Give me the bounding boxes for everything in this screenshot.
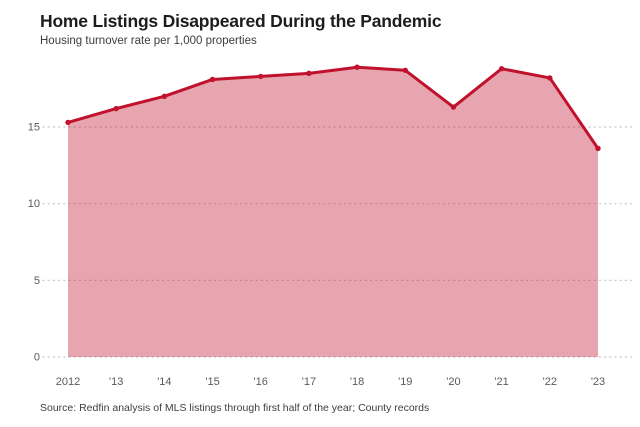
source-note: Source: Redfin analysis of MLS listings … [40,402,430,414]
y-tick-label: 5 [34,275,40,287]
x-tick-label: '19 [398,376,412,388]
y-tick-label: 15 [28,122,40,134]
chart-subtitle: Housing turnover rate per 1,000 properti… [40,35,257,47]
x-tick-label: '16 [254,376,268,388]
x-tick-label: '15 [205,376,219,388]
housing-turnover-area-chart: 0 5 10 15 2012 '13 '14 '15 '16 '17 '18 '19 '20 '21 '22… [28,64,635,388]
y-tick-label: 0 [34,352,40,364]
x-tick-label: 2012 [56,376,80,388]
data-point-17 [306,70,312,77]
x-tick-label: '22 [543,376,557,388]
trend-line [66,65,600,150]
y-tick-label: 10 [28,198,40,210]
data-point-15 [209,76,216,83]
data-point-13 [113,105,119,112]
chart-title: Home Listings Disappeared During the Pan… [40,11,442,31]
x-tick-label: '21 [494,376,508,388]
x-tick-label: '17 [302,376,316,388]
x-tick-label: '14 [157,376,171,388]
data-point-14 [161,93,168,100]
data-point-20 [450,104,457,110]
data-point-16 [258,73,264,80]
data-point-21 [498,66,505,72]
x-tick-label: '13 [109,376,123,388]
x-tick-label: '20 [446,376,460,388]
x-tick-label: '23 [591,376,605,388]
x-tick-label: '18 [350,376,364,388]
data-point-22 [547,75,553,81]
area-fill [68,67,598,357]
data-point-2012 [65,119,71,126]
data-point-19 [402,67,408,73]
data-point-23 [595,145,601,152]
data-point-18 [354,64,360,70]
